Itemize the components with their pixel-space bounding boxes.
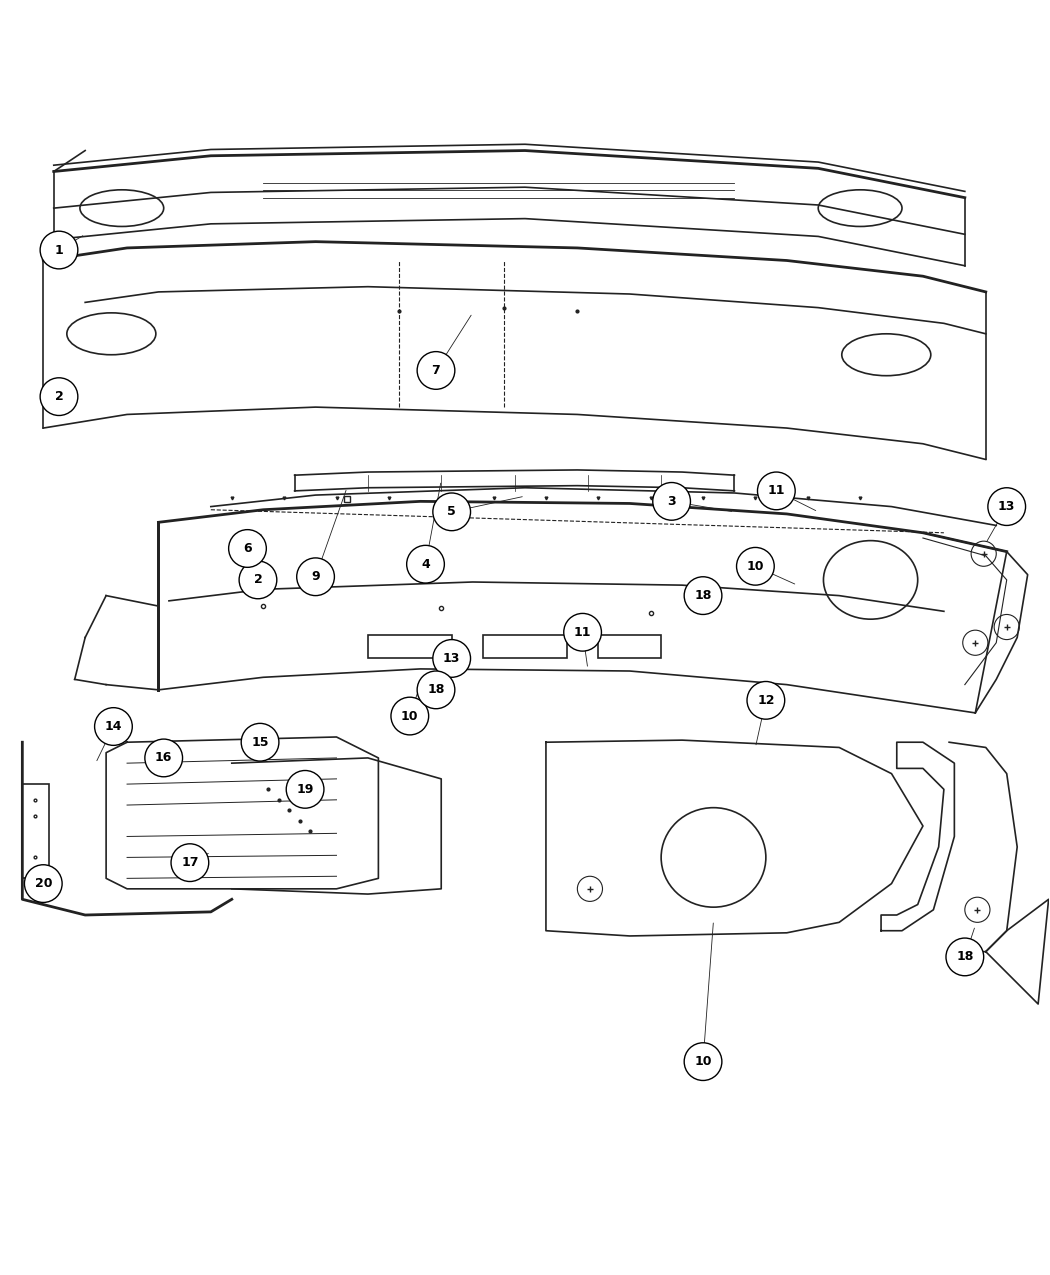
Circle shape bbox=[40, 377, 78, 416]
Circle shape bbox=[94, 708, 132, 746]
Text: 2: 2 bbox=[254, 574, 262, 586]
Circle shape bbox=[433, 493, 470, 530]
Text: 12: 12 bbox=[757, 694, 775, 706]
Circle shape bbox=[946, 938, 984, 975]
Text: 14: 14 bbox=[105, 720, 122, 733]
Text: 7: 7 bbox=[432, 363, 440, 377]
Circle shape bbox=[297, 558, 334, 595]
Circle shape bbox=[171, 844, 209, 881]
Bar bbox=[22, 784, 48, 878]
Text: 3: 3 bbox=[668, 495, 676, 507]
Circle shape bbox=[239, 561, 277, 599]
Bar bbox=[483, 635, 567, 658]
Circle shape bbox=[685, 576, 722, 615]
Circle shape bbox=[685, 1043, 722, 1080]
Text: 2: 2 bbox=[55, 390, 63, 403]
Circle shape bbox=[406, 546, 444, 583]
Text: 5: 5 bbox=[447, 505, 456, 519]
Text: 18: 18 bbox=[957, 950, 973, 964]
Text: 19: 19 bbox=[296, 783, 314, 796]
Text: 11: 11 bbox=[768, 484, 785, 497]
Text: 9: 9 bbox=[311, 570, 320, 583]
Circle shape bbox=[145, 740, 183, 776]
Text: 4: 4 bbox=[421, 557, 429, 571]
Text: 15: 15 bbox=[251, 736, 269, 748]
Text: 6: 6 bbox=[244, 542, 252, 555]
Text: 13: 13 bbox=[999, 500, 1015, 513]
Circle shape bbox=[287, 770, 324, 808]
Text: 17: 17 bbox=[182, 856, 198, 870]
Text: 11: 11 bbox=[574, 626, 591, 639]
Circle shape bbox=[736, 547, 774, 585]
Text: 1: 1 bbox=[55, 244, 63, 256]
Circle shape bbox=[417, 352, 455, 389]
Text: 16: 16 bbox=[155, 751, 172, 765]
Text: 10: 10 bbox=[401, 710, 419, 723]
Circle shape bbox=[24, 864, 62, 903]
Circle shape bbox=[391, 697, 428, 734]
Text: 20: 20 bbox=[35, 877, 52, 890]
Circle shape bbox=[40, 231, 78, 269]
Circle shape bbox=[433, 640, 470, 677]
Text: 18: 18 bbox=[694, 589, 712, 602]
Text: 18: 18 bbox=[427, 683, 444, 696]
Circle shape bbox=[564, 613, 602, 652]
Circle shape bbox=[242, 723, 279, 761]
Bar bbox=[368, 635, 452, 658]
Circle shape bbox=[747, 681, 784, 719]
Text: 10: 10 bbox=[747, 560, 764, 572]
Bar bbox=[598, 635, 662, 658]
Circle shape bbox=[653, 482, 691, 520]
Text: 10: 10 bbox=[694, 1056, 712, 1068]
Circle shape bbox=[229, 529, 267, 567]
Circle shape bbox=[417, 671, 455, 709]
Circle shape bbox=[757, 472, 795, 510]
Circle shape bbox=[988, 488, 1026, 525]
Text: 13: 13 bbox=[443, 652, 460, 666]
